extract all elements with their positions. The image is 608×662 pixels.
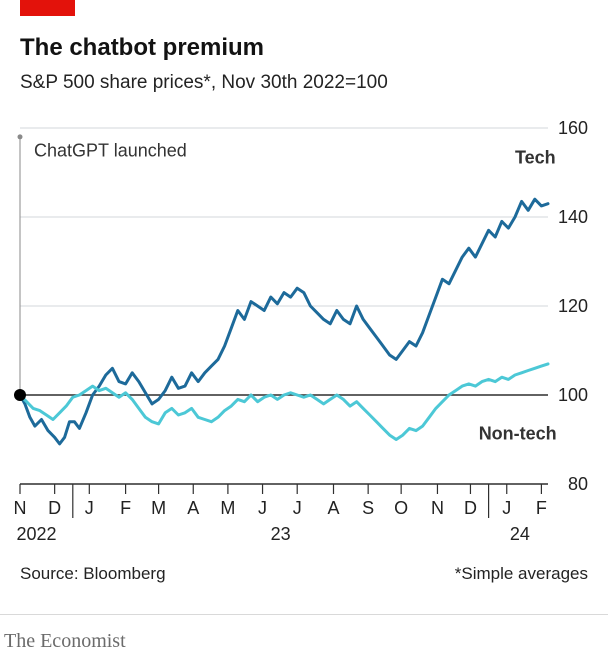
x-month-label: J (258, 498, 267, 518)
series-tech (20, 199, 548, 444)
series-non-tech (20, 364, 548, 440)
x-month-label: N (14, 498, 27, 518)
y-tick-label: 100 (558, 385, 588, 405)
x-year-label: 2022 (16, 524, 56, 544)
y-tick-label: 120 (558, 296, 588, 316)
x-month-label: J (85, 498, 94, 518)
figure: The chatbot premium S&P 500 share prices… (0, 0, 608, 662)
publication-brand: The Economist (4, 630, 126, 653)
y-tick-label: 80 (568, 474, 588, 494)
y-tick-label: 160 (558, 118, 588, 138)
series-label-non-tech: Non-tech (479, 424, 557, 444)
x-month-label: N (431, 498, 444, 518)
source-note: Source: Bloomberg (20, 564, 166, 584)
x-year-label: 24 (510, 524, 530, 544)
x-month-label: D (48, 498, 61, 518)
x-month-label: O (394, 498, 408, 518)
chart-canvas: 80100120140160NDJFMAMJJASONDJF20222324Ch… (0, 0, 608, 662)
horizontal-divider (0, 614, 608, 615)
x-month-label: J (293, 498, 302, 518)
x-month-label: D (464, 498, 477, 518)
y-tick-label: 140 (558, 207, 588, 227)
footnote: *Simple averages (455, 564, 588, 584)
x-month-label: A (327, 498, 339, 518)
x-month-label: M (220, 498, 235, 518)
annotation-chatgpt-launched: ChatGPT launched (34, 140, 187, 160)
x-month-label: F (120, 498, 131, 518)
series-label-tech: Tech (515, 148, 556, 168)
origin-marker (14, 389, 26, 401)
x-year-label: 23 (271, 524, 291, 544)
x-month-label: F (536, 498, 547, 518)
x-month-label: A (187, 498, 199, 518)
x-month-label: M (151, 498, 166, 518)
x-month-label: S (362, 498, 374, 518)
x-month-label: J (502, 498, 511, 518)
